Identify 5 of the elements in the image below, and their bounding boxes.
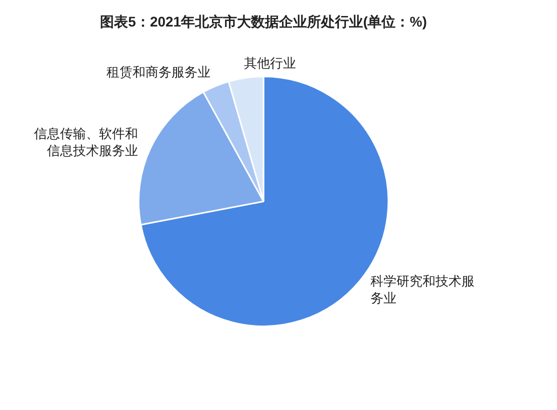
chart-title: 图表5：2021年北京市大数据企业所处行业(单位：%) [100, 13, 427, 30]
slice-label: 租赁和商务服务业 [106, 64, 210, 80]
slice-label: 其他行业 [244, 56, 296, 71]
slice-label: 信息传输、软件和信息技术服务业 [34, 126, 138, 158]
slice-label: 科学研究和技术服务业 [370, 273, 474, 306]
